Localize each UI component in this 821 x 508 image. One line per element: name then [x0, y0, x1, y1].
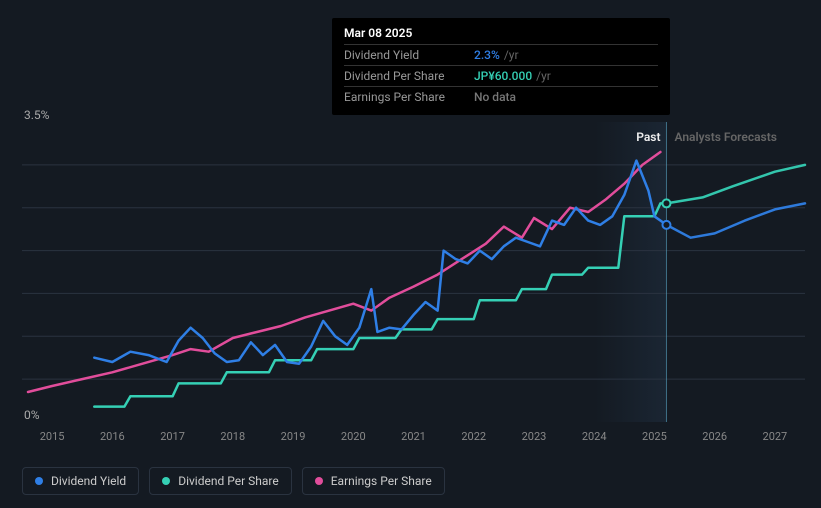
x-axis-label: 2019	[281, 430, 306, 443]
series-dividend_yield-past	[94, 161, 666, 364]
x-axis-label: 2021	[401, 430, 426, 443]
legend-item-label: Dividend Per Share	[178, 474, 279, 488]
tooltip-row-label: Earnings Per Share	[344, 90, 474, 104]
x-axis-label: 2026	[702, 430, 727, 443]
past-highlight-band	[594, 122, 666, 422]
tooltip-row-value: 2.3%/yr	[474, 48, 519, 62]
chart-tooltip: Mar 08 2025Dividend Yield2.3%/yrDividend…	[332, 18, 670, 115]
marker-dividend_per_share	[662, 199, 670, 207]
series-dividend_per_share-forecast	[667, 165, 806, 204]
tooltip-row: Earnings Per ShareNo data	[344, 86, 658, 107]
legend-dot-icon	[35, 477, 43, 485]
series-dividend_yield-forecast	[667, 203, 806, 237]
x-axis-label: 2025	[642, 430, 667, 443]
forecast-section-label: Analysts Forecasts	[674, 130, 776, 144]
legend: Dividend Yield Dividend Per Share Earnings…	[22, 467, 445, 495]
tooltip-row-label: Dividend Yield	[344, 48, 474, 62]
x-axis-label: 2027	[763, 430, 788, 443]
marker-dividend_yield	[662, 221, 670, 229]
y-axis-label: 3.5%	[24, 108, 49, 122]
tooltip-row-value: No data	[474, 90, 516, 104]
x-axis-label: 2024	[582, 430, 607, 443]
tooltip-row-label: Dividend Per Share	[344, 69, 474, 83]
y-axis-label: 0%	[24, 408, 40, 422]
x-axis-label: 2017	[160, 430, 185, 443]
legend-dot-icon	[162, 477, 170, 485]
x-axis-label: 2020	[341, 430, 366, 443]
x-axis-label: 2018	[220, 430, 245, 443]
x-axis-label: 2015	[40, 430, 65, 443]
legend-item-dividend_yield[interactable]: Dividend Yield	[22, 467, 139, 495]
tooltip-date: Mar 08 2025	[344, 26, 658, 40]
x-axis-label: 2022	[461, 430, 486, 443]
x-axis-label: 2023	[522, 430, 547, 443]
legend-item-dividend_per_share[interactable]: Dividend Per Share	[149, 467, 292, 495]
tooltip-row-value: JP¥60.000/yr	[474, 69, 551, 83]
tooltip-row: Dividend Per ShareJP¥60.000/yr	[344, 65, 658, 86]
tooltip-row: Dividend Yield2.3%/yr	[344, 44, 658, 65]
gridlines	[22, 165, 805, 379]
x-axis-label: 2016	[100, 430, 125, 443]
legend-item-label: Earnings Per Share	[331, 474, 432, 488]
legend-dot-icon	[315, 477, 323, 485]
legend-item-earnings_per_share[interactable]: Earnings Per Share	[302, 467, 445, 495]
legend-item-label: Dividend Yield	[51, 474, 126, 488]
past-section-label: Past	[636, 130, 660, 144]
